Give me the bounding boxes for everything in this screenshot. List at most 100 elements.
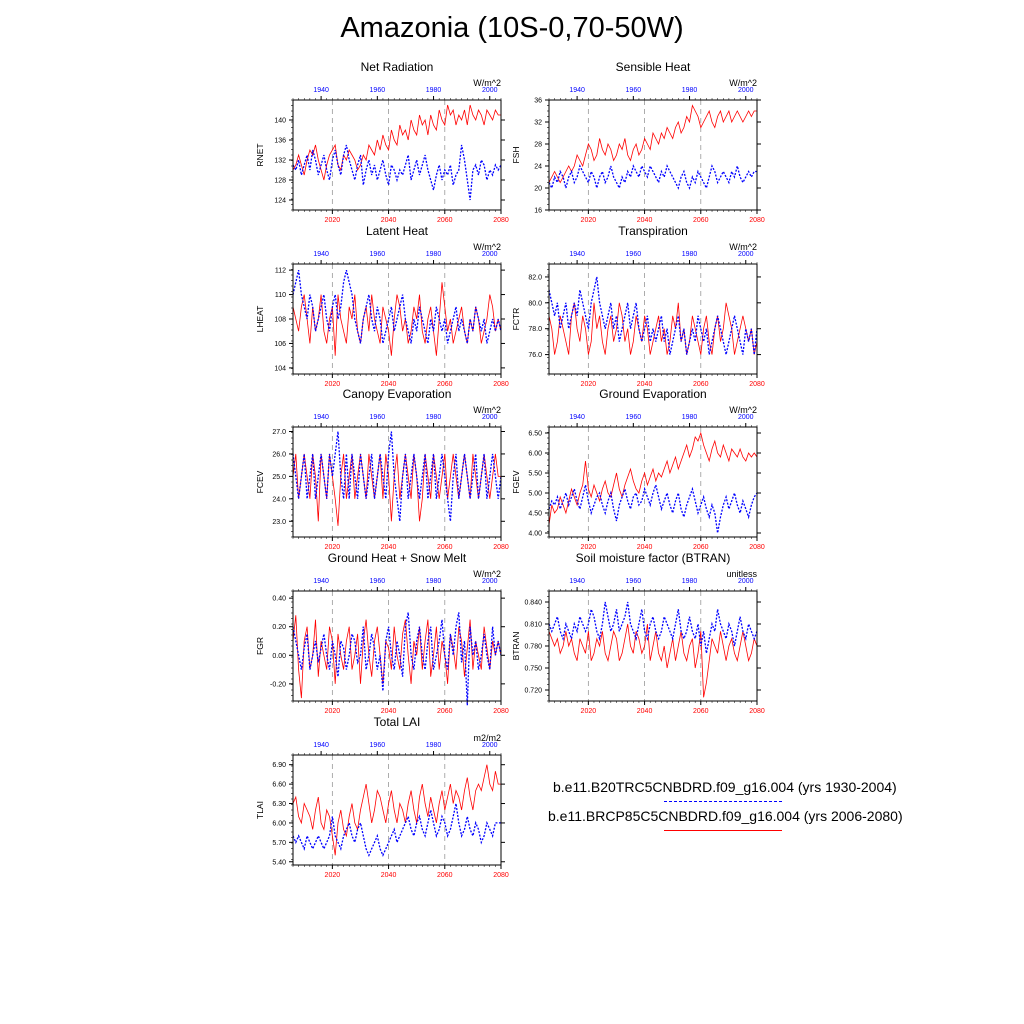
x-tick-label-bottom: 2020 <box>325 381 341 388</box>
panel-7: Ground Heat + Snow Melt W/m^2 -0.20 0.00 0.2… <box>255 551 509 715</box>
x-tick-label-bottom: 2060 <box>437 544 453 551</box>
panel-1: Net Radiation W/m^2 124 128 132 136 140 2020 204… <box>255 60 509 224</box>
y-tick-label: 24.0 <box>272 496 286 503</box>
y-tick-label: 78.0 <box>528 326 542 333</box>
x-tick-label-top: 1980 <box>682 87 698 94</box>
series-rcp85 <box>292 615 502 699</box>
y-tick-label: 80.0 <box>528 300 542 307</box>
x-tick-label-top: 1940 <box>313 251 329 258</box>
x-tick-label-bottom: 2080 <box>749 217 765 224</box>
panel-2: Sensible Heat W/m^2 16 20 24 28 32 36 2020 2040 20… <box>511 60 765 224</box>
x-tick-label-top: 1980 <box>426 742 442 749</box>
x-tick-label-bottom: 2040 <box>637 381 653 388</box>
y-tick-label: 4.50 <box>528 511 542 518</box>
panel-title: Transpiration <box>618 224 688 238</box>
y-axis-label: BTRAN <box>511 632 521 661</box>
x-tick-label-bottom: 2020 <box>325 217 341 224</box>
y-tick-label: 4.00 <box>528 531 542 538</box>
x-tick-label-top: 1960 <box>626 414 642 421</box>
panel-units: W/m^2 <box>473 405 501 415</box>
panel-units: W/m^2 <box>473 242 501 252</box>
series-historical <box>292 144 502 201</box>
y-tick-label: 112 <box>275 268 286 275</box>
x-tick-label-top: 1980 <box>426 578 442 585</box>
y-tick-label: 5.40 <box>272 859 286 866</box>
y-tick-label: 106 <box>274 341 286 348</box>
y-tick-label: 104 <box>274 365 286 372</box>
x-tick-label-bottom: 2060 <box>437 872 453 879</box>
x-tick-label-bottom: 2060 <box>693 217 709 224</box>
panel-title: Soil moisture factor (BTRAN) <box>576 551 731 565</box>
x-tick-label-top: 2000 <box>482 414 498 421</box>
x-tick-label-top: 2000 <box>738 578 754 585</box>
x-tick-label-bottom: 2080 <box>749 708 765 715</box>
x-tick-label-bottom: 2080 <box>493 708 509 715</box>
y-tick-label: 0.840 <box>524 600 542 607</box>
series-rcp85 <box>548 431 758 526</box>
y-tick-label: 140 <box>274 118 286 125</box>
panel-units: m2/m2 <box>473 733 501 743</box>
x-tick-label-bottom: 2040 <box>637 708 653 715</box>
y-tick-label: 0.00 <box>272 653 286 660</box>
x-tick-label-bottom: 2080 <box>493 544 509 551</box>
y-tick-label: 6.30 <box>272 801 286 808</box>
y-tick-label: 6.00 <box>272 820 286 827</box>
x-tick-label-bottom: 2080 <box>749 381 765 388</box>
x-tick-label-bottom: 2060 <box>437 708 453 715</box>
panel-9: Total LAI m2/m2 5.40 5.70 6.00 6.30 6.60 6.90 20… <box>255 715 509 879</box>
page-title: Amazonia (10S-0,70-50W) <box>340 12 684 44</box>
series-rcp85 <box>548 623 758 698</box>
legend-rcp85-line <box>664 830 782 831</box>
x-tick-label-bottom: 2080 <box>493 872 509 879</box>
series-rcp85 <box>292 764 501 856</box>
y-tick-label: 110 <box>275 292 286 299</box>
y-tick-label: 108 <box>274 317 286 324</box>
y-tick-label: 82.0 <box>528 274 542 281</box>
x-tick-label-top: 1960 <box>626 87 642 94</box>
y-tick-label: 124 <box>274 198 286 205</box>
y-tick-label: 20 <box>534 186 542 193</box>
y-axis-label: RNET <box>255 143 265 166</box>
y-tick-label: 0.750 <box>524 666 542 673</box>
y-axis-label: FCTR <box>511 308 521 331</box>
y-tick-label: 6.60 <box>272 782 286 789</box>
panel-title: Latent Heat <box>366 224 429 238</box>
x-tick-label-top: 1940 <box>313 87 329 94</box>
y-tick-label: 25.0 <box>272 474 286 481</box>
x-tick-label-top: 1940 <box>313 414 329 421</box>
x-tick-label-bottom: 2080 <box>493 217 509 224</box>
x-tick-label-top: 1960 <box>370 251 386 258</box>
x-tick-label-top: 1940 <box>313 742 329 749</box>
y-tick-label: 128 <box>274 178 286 185</box>
x-tick-label-bottom: 2060 <box>693 708 709 715</box>
x-tick-label-bottom: 2020 <box>581 708 597 715</box>
panel-units: W/m^2 <box>729 405 757 415</box>
x-tick-label-bottom: 2060 <box>437 381 453 388</box>
x-tick-label-top: 1940 <box>569 578 585 585</box>
panel-3: Latent Heat W/m^2 104 106 108 110 112 2020 2040 2… <box>255 224 509 388</box>
panel-units: W/m^2 <box>473 569 501 579</box>
y-tick-label: 132 <box>274 158 286 165</box>
y-tick-label: 27.0 <box>272 429 286 436</box>
panel-units: W/m^2 <box>729 242 757 252</box>
panel-title: Canopy Evaporation <box>343 387 452 401</box>
x-tick-label-top: 1980 <box>682 414 698 421</box>
axes-frame <box>548 263 758 375</box>
x-tick-label-bottom: 2080 <box>493 381 509 388</box>
x-tick-label-bottom: 2040 <box>381 872 397 879</box>
y-tick-label: 36 <box>534 98 542 105</box>
legend-historical-line <box>664 801 782 802</box>
x-tick-label-top: 1940 <box>569 87 585 94</box>
y-tick-label: 0.780 <box>524 644 542 651</box>
x-tick-label-bottom: 2060 <box>693 381 709 388</box>
panel-title: Net Radiation <box>361 60 434 74</box>
y-tick-label: 24 <box>534 164 542 171</box>
y-tick-label: 26.0 <box>272 451 286 458</box>
series-historical <box>292 431 502 522</box>
x-tick-label-top: 1960 <box>626 578 642 585</box>
series-rcp85 <box>292 453 501 526</box>
series-historical <box>292 803 501 857</box>
y-tick-label: 5.50 <box>528 471 542 478</box>
x-tick-label-top: 2000 <box>738 87 754 94</box>
panel-6: Ground Evaporation W/m^2 4.00 4.50 5.00 5.50 6… <box>511 387 765 551</box>
